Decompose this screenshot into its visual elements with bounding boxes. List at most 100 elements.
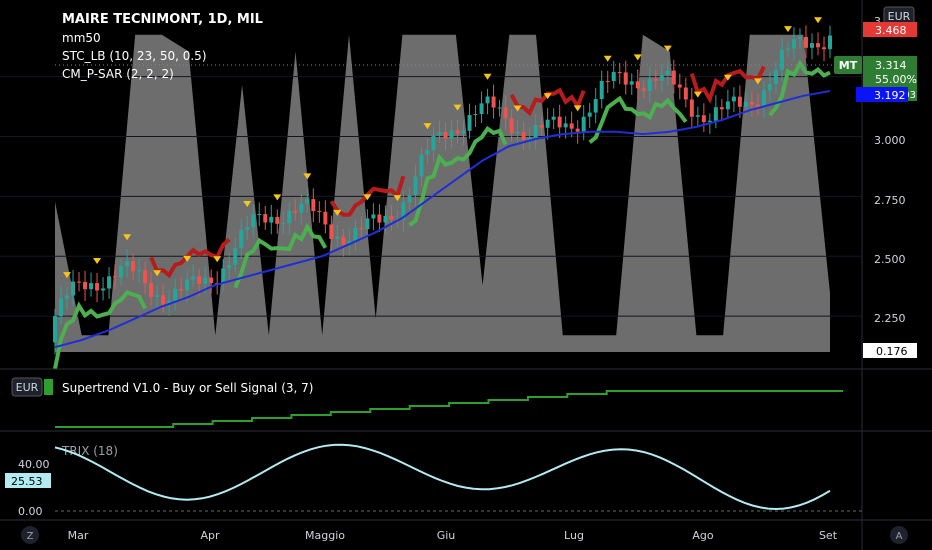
candle-body [233,247,238,265]
candle-body [299,203,304,213]
supertrend-line [55,390,844,428]
candle-body [803,36,808,48]
candle-body [515,131,520,134]
candle-body [209,277,214,283]
candle-body [443,131,448,139]
candle-body [563,123,568,128]
candle-body [257,214,262,216]
candle-body [185,279,190,291]
candle-body [173,288,178,301]
candles[interactable] [53,25,832,355]
candle-body [821,47,826,50]
candle-body [449,130,454,139]
time-axis[interactable]: Mar Apr Maggio Giu Lug Ago Set [68,529,838,542]
candle-body [431,135,436,151]
candle-body [755,104,760,108]
trix-tick: 0.00 [18,505,43,518]
indicator-mm50[interactable]: mm50 [62,31,101,45]
candle-body [389,215,394,220]
candle-body [239,229,244,248]
candle-body [707,120,712,123]
candle-body [323,211,328,225]
candle-body [335,236,340,239]
auto-scale-button[interactable] [890,526,908,544]
candle-body [659,75,664,81]
supertrend-badge[interactable] [11,377,43,397]
candle-body [119,266,124,278]
candle-body [419,154,424,177]
candle-body [365,218,370,230]
price-tick: 2.250 [874,312,906,325]
candle-body [305,199,310,204]
candle-body [251,214,256,228]
candle-body [533,124,538,138]
signal-marker [573,105,582,112]
candle-body [125,261,130,267]
candle-body [521,131,526,140]
candle-body [641,88,646,91]
candle-body [701,115,706,123]
supertrend-label[interactable]: Supertrend V1.0 - Buy or Sell Signal (3,… [62,381,313,395]
candle-body [341,236,346,245]
psar-up-segment [768,59,831,117]
candle-body [797,36,802,40]
signal-marker [603,55,612,62]
signal-marker [123,234,132,241]
candle-body [599,80,604,100]
candle-body [245,227,250,230]
mm50-line [54,90,831,349]
currency-label: EUR [888,10,911,23]
signal-marker [513,105,522,112]
stc-value-label: 0.176 [876,345,908,358]
candle-body [719,107,724,110]
signal-marker [483,73,492,80]
candle-body [581,116,586,132]
signal-marker [663,45,672,52]
candle-body [731,96,736,102]
candle-body [587,112,592,117]
candle-body [557,116,562,128]
candle-body [677,84,682,88]
candle-body [383,215,388,223]
candle-body [287,210,292,224]
signal-marker [243,201,252,208]
candle-body [281,223,286,225]
last-price-tag [863,56,917,88]
candle-body [77,281,82,283]
candle-body [263,214,268,223]
signal-marker [813,17,822,24]
candle-body [437,131,442,136]
signal-marker [783,26,792,33]
signal-marker [633,54,642,61]
indicator-psar[interactable]: CM_P-SAR (2, 2, 2) [62,67,174,81]
candle-body [137,270,142,272]
chart-title: MAIRE TECNIMONT, 1D, MIL [62,12,263,27]
grid [0,76,862,317]
indicator-stc[interactable]: STC_LB (10, 23, 50, 0.5) [62,49,207,63]
signal-marker [453,104,462,111]
candle-body [689,99,694,117]
candle-body [569,123,574,129]
stc-value-tag [863,343,917,358]
candle-body [629,81,634,85]
candle-body [65,295,70,299]
candle-body [473,114,478,116]
percent-tail-label: 03 [903,90,916,101]
candle-body [425,150,430,155]
candle-body [593,99,598,113]
candle-body [683,87,688,100]
candle-body [413,176,418,196]
auto-scale-label: A [896,531,903,542]
candle-body [497,107,502,109]
trix-tick: 40.00 [18,458,50,471]
zoom-left-button[interactable] [21,526,39,544]
candle-body [107,276,112,289]
candle-body [828,35,832,50]
candle-body [539,124,544,128]
last-price-label: 3.314 [875,59,907,72]
price-tag-high [863,22,917,37]
candle-body [671,70,676,85]
candle-body [485,96,490,104]
candle-body [167,300,172,305]
candle-body [269,216,274,223]
